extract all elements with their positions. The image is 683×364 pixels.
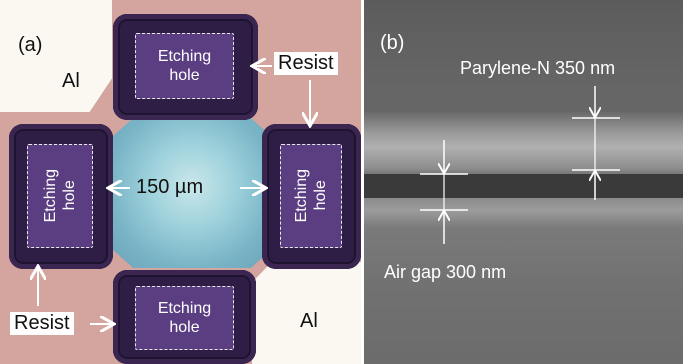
measurement-markers-b [420,86,620,244]
etching-hole-bottom: Etching hole [113,270,256,364]
panel-a-label: (a) [18,34,43,56]
scale-label: 150 µm [136,176,204,198]
etching-hole-top: Etching hole [113,14,258,120]
al-region-bottom-right [252,262,361,364]
al-label-bottom: Al [300,310,318,332]
etching-hole-right-label: Etching hole [280,144,342,248]
sem-lower-bright [364,198,683,228]
al-label-top: Al [62,70,80,92]
etching-hole-left: Etching hole [9,124,113,269]
panel-a-optical-micrograph: Etching hole Etching hole Etching hole Etch… [0,0,361,364]
resist-callout-top: Resist [274,52,338,75]
etching-hole-right: Etching hole [262,124,361,269]
sem-dark-gap [364,174,683,198]
sem-bright-band [364,112,683,182]
center-membrane [108,118,276,268]
panel-b-label: (b) [380,32,405,54]
sem-substrate [364,228,683,364]
etching-hole-bottom-label: Etching hole [135,286,234,350]
etching-hole-left-label: Etching hole [27,144,93,248]
al-region-top-left [0,0,112,112]
resist-callout-bottom: Resist [10,312,74,335]
panel-b-sem-cross-section: (b) Parylene-N 350 nm Air gap 300 nm [364,0,683,364]
parylene-label: Parylene-N 350 nm [460,58,616,78]
airgap-label: Air gap 300 nm [384,262,507,282]
etching-hole-top-label: Etching hole [135,33,234,99]
annotation-arrows-a [0,0,361,364]
